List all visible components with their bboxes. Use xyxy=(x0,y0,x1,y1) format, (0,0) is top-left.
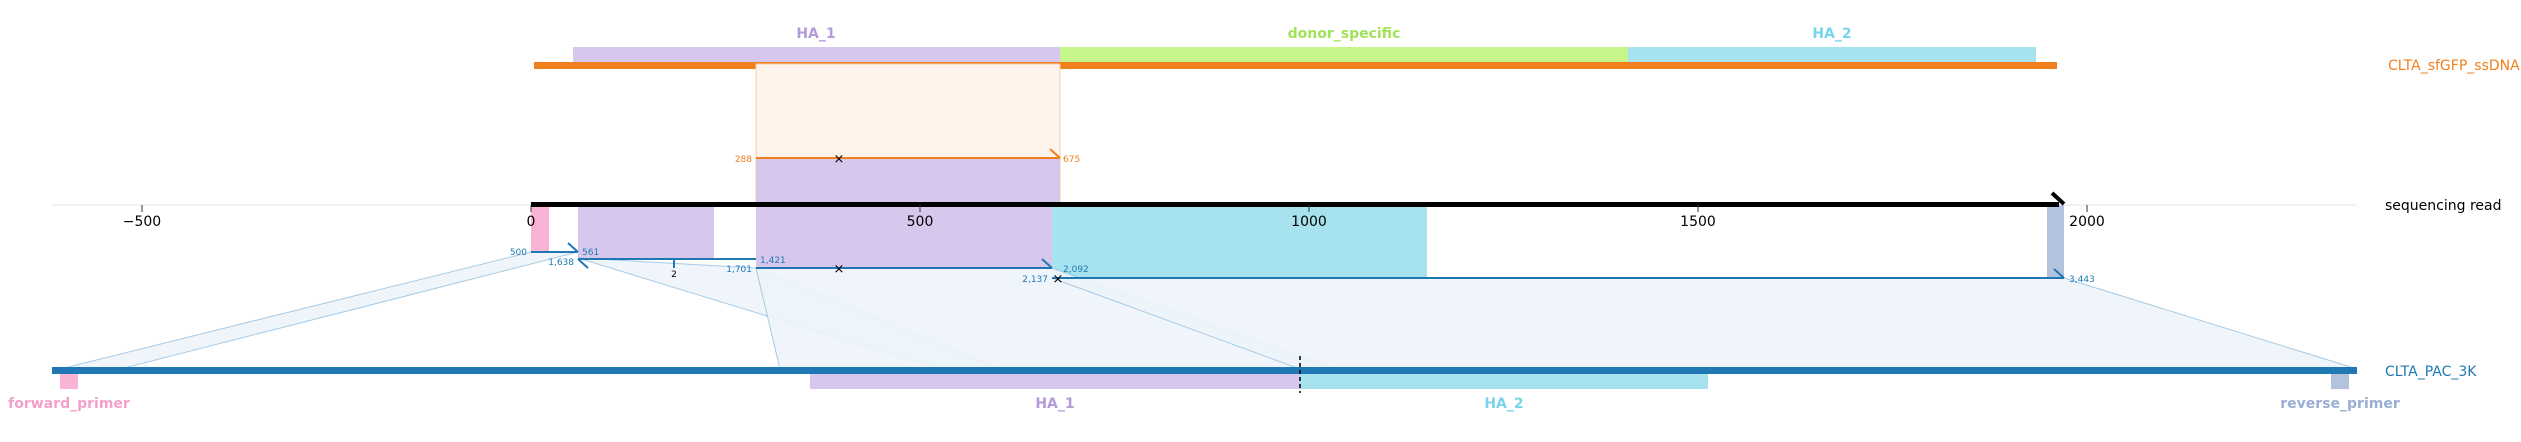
ref-reverse-primer-block xyxy=(2331,374,2349,389)
read-axis-ticks: −500 0 500 1000 1500 2000 xyxy=(123,205,2105,230)
ref-align-tick-c xyxy=(1041,258,1053,269)
ref-alignment-shade-1 xyxy=(59,251,579,370)
reference-alignment-shading xyxy=(59,251,2358,370)
ref-align-x-mark: × xyxy=(1053,272,1064,287)
read-forward-primer-block xyxy=(531,205,549,251)
ref-feature-label-reverse-primer: reverse_primer xyxy=(2280,396,2400,412)
donor-bar xyxy=(534,62,2057,69)
ref-ha2-block xyxy=(1300,374,1708,389)
donor-alignment-end-tick xyxy=(1049,148,1061,159)
ref-align-label: 3,443 xyxy=(2069,275,2095,285)
ref-align-label: 500 xyxy=(510,248,527,258)
read-bar xyxy=(531,202,2059,207)
read-tick-label: 500 xyxy=(907,214,934,230)
donor-feature-label-ha1: HA_1 xyxy=(796,26,835,42)
ref-insertion-label: 2 xyxy=(671,270,677,280)
ref-align-label: 2,137 xyxy=(1022,275,1048,285)
ref-align-label: 1,701 xyxy=(726,265,752,275)
ref-align-label: 1,421 xyxy=(760,256,786,266)
ref-ha1-block xyxy=(810,374,1300,389)
donor-alignment-end-label: 675 xyxy=(1063,155,1080,165)
donor-feature-label-ha2: HA_2 xyxy=(1812,26,1851,42)
ref-align-tick-b xyxy=(577,258,589,269)
donor-track: HA_1 donor_specific HA_2 CLTA_sfGFP_ssDN… xyxy=(534,26,2520,74)
reference-track-label: CLTA_PAC_3K xyxy=(2385,364,2477,380)
ref-align-label: 1,638 xyxy=(548,258,574,268)
donor-track-label: CLTA_sfGFP_ssDNA xyxy=(2388,58,2520,74)
donor-alignment-start-label: 288 xyxy=(735,155,752,165)
donor-ha2-band xyxy=(1628,47,2036,64)
read-ha1-block-a xyxy=(578,205,714,259)
read-track: −500 0 500 1000 1500 2000 sequencing rea… xyxy=(52,191,2501,277)
ref-forward-primer-block xyxy=(60,374,78,389)
ref-feature-label-forward-primer: forward_primer xyxy=(8,396,130,412)
donor-feature-label-specific: donor_specific xyxy=(1288,26,1401,42)
read-bar-arrow xyxy=(2050,191,2066,206)
ref-feature-label-ha1: HA_1 xyxy=(1035,396,1074,412)
read-tick-label: 1000 xyxy=(1291,214,1327,230)
donor-specific-band xyxy=(1060,47,1628,64)
ref-align-label: 561 xyxy=(582,248,599,258)
donor-alignment: × 288 675 xyxy=(735,63,1080,205)
donor-alignment-ha1 xyxy=(756,158,1060,204)
read-ha1-block-b xyxy=(756,205,1052,267)
ref-feature-label-ha2: HA_2 xyxy=(1484,396,1523,412)
read-reverse-primer-block xyxy=(2047,205,2064,277)
ref-align-label: 2,092 xyxy=(1063,265,1089,275)
ref-align-tick-a xyxy=(567,242,579,253)
read-track-label: sequencing read xyxy=(2385,198,2501,214)
donor-ha1-band xyxy=(573,47,1060,64)
ref-align-tick-d xyxy=(2053,268,2065,279)
read-tick-label: 0 xyxy=(527,214,536,230)
reference-bar xyxy=(52,367,2357,374)
reference-alignment-lines: × × 500 1,638 561 1,421 1,701 2 2,092 2,… xyxy=(510,242,2095,287)
donor-alignment-x-mark: × xyxy=(834,152,845,167)
reference-track: forward_primer HA_1 HA_2 reverse_primer … xyxy=(8,356,2477,412)
read-tick-label: 1500 xyxy=(1680,214,1716,230)
read-tick-label: −500 xyxy=(123,214,161,230)
read-tick-label: 2000 xyxy=(2069,214,2105,230)
ref-align-x-mark: × xyxy=(834,262,845,277)
read-ha2-block xyxy=(1052,205,1427,277)
